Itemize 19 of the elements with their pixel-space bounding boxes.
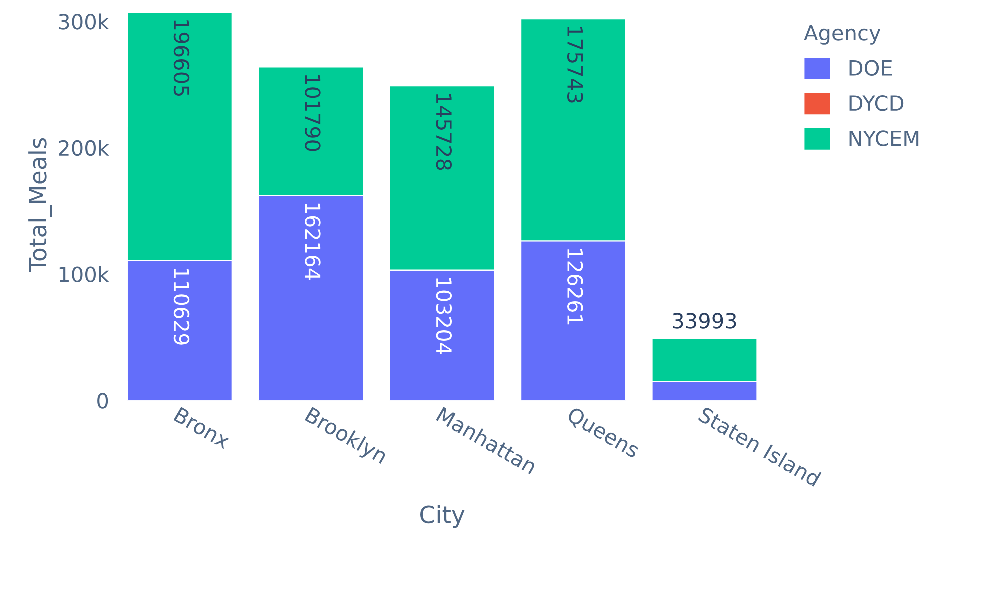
data-label: 126261 [567,249,584,325]
data-label: 103204 [436,278,452,354]
y-tick-label: 200k [59,140,110,156]
data-label: 196605 [174,20,190,96]
x-axis-title: City [420,505,465,528]
data-label: 175743 [567,27,584,103]
y-tick-label: 0 [98,393,108,409]
y-axis-title: Total_Meals [28,138,52,272]
y-tick-label: 300k [59,14,110,30]
data-label: 33993 [673,313,736,329]
legend-title: Agency [804,25,881,45]
data-label: 145728 [436,94,452,170]
data-label: 101790 [305,75,321,152]
legend-label: NYCEM [850,130,919,146]
y-tick-label: 100k [60,266,110,283]
legend-label: DOE [850,60,892,76]
legend-label: DYCD [850,95,904,112]
data-label: 162164 [305,204,321,280]
data-label: 110629 [174,269,190,345]
